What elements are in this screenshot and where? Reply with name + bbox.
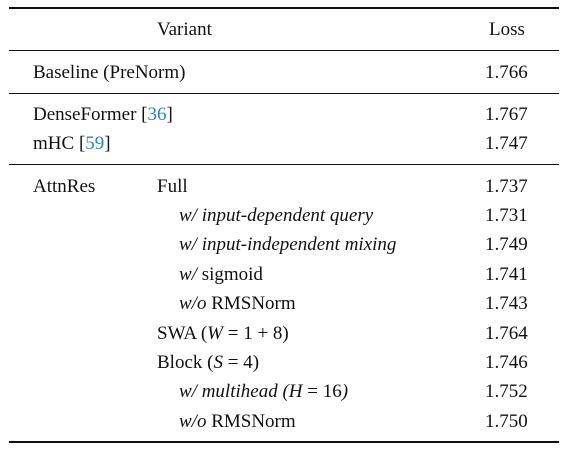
- row-block-loss: 1.746: [485, 352, 528, 373]
- section-rule-1: [9, 93, 559, 94]
- variant-text: sigmoid: [201, 264, 263, 285]
- prefix: w/: [179, 234, 197, 255]
- row-sigmoid-label: w/ sigmoid: [179, 264, 263, 286]
- row-input-dependent-query-label: w/ input-dependent query: [179, 205, 373, 227]
- row-denseformer-label: DenseFormer [36]: [33, 104, 173, 125]
- row-multihead-loss: 1.752: [485, 381, 528, 402]
- attnres-group-label: AttnRes: [33, 176, 96, 197]
- row-wo-rmsnorm-block-loss: 1.750: [485, 411, 528, 432]
- prefix: w/: [179, 264, 197, 285]
- row-denseformer-loss: 1.767: [485, 104, 528, 125]
- prefix: w/o: [179, 293, 207, 314]
- row-input-independent-mixing-loss: 1.749: [485, 234, 528, 255]
- variant-text: input-dependent query: [201, 205, 374, 226]
- row-block-label: Block (S = 4): [157, 352, 260, 373]
- row-swa-label: SWA (W = 1 + 8): [157, 323, 289, 344]
- variant-text: RMSNorm: [211, 411, 296, 432]
- mhc-name: mHC: [33, 133, 75, 154]
- variant-text: multihead: [201, 381, 278, 402]
- row-wo-rmsnorm-full-loss: 1.743: [485, 293, 528, 314]
- row-baseline-label: Baseline (PreNorm): [33, 62, 186, 83]
- row-wo-rmsnorm-block-label: w/o RMSNorm: [179, 411, 296, 433]
- math-expr: = 1 + 8: [227, 323, 283, 344]
- prefix: w/o: [179, 411, 207, 432]
- row-baseline-loss: 1.766: [485, 62, 528, 83]
- math-expr: = 16: [307, 381, 342, 402]
- row-mhc-label: mHC [59]: [33, 133, 111, 154]
- section-rule-2: [9, 164, 559, 165]
- row-wo-rmsnorm-full-label: w/o RMSNorm: [179, 293, 296, 315]
- bottom-rule: [9, 441, 559, 443]
- header-rule: [9, 50, 559, 51]
- variant-text: input-independent mixing: [201, 234, 397, 255]
- mhc-citation-link[interactable]: 59: [85, 133, 105, 154]
- prefix: w/: [179, 381, 197, 402]
- math-expr: = 4: [227, 352, 253, 373]
- row-input-independent-mixing-label: w/ input-independent mixing: [179, 234, 396, 256]
- math-var: W: [207, 323, 223, 344]
- row-input-dependent-query-loss: 1.731: [485, 205, 528, 226]
- variant-text: RMSNorm: [211, 293, 296, 314]
- variant-text: Block: [157, 352, 203, 373]
- prefix: w/: [179, 205, 197, 226]
- row-swa-loss: 1.764: [485, 323, 528, 344]
- header-variant: Variant: [157, 19, 212, 40]
- math-var: H: [288, 381, 303, 402]
- top-rule: [9, 7, 559, 9]
- row-full-label: Full: [157, 176, 188, 197]
- denseformer-citation-link[interactable]: 36: [147, 104, 167, 125]
- header-loss: Loss: [489, 19, 525, 40]
- variant-text: SWA: [157, 323, 197, 344]
- math-var: S: [213, 352, 223, 373]
- row-full-loss: 1.737: [485, 176, 528, 197]
- row-sigmoid-loss: 1.741: [485, 264, 528, 285]
- row-multihead-label: w/ multihead (H = 16): [179, 381, 349, 402]
- denseformer-name: DenseFormer: [33, 104, 137, 125]
- row-mhc-loss: 1.747: [485, 133, 528, 154]
